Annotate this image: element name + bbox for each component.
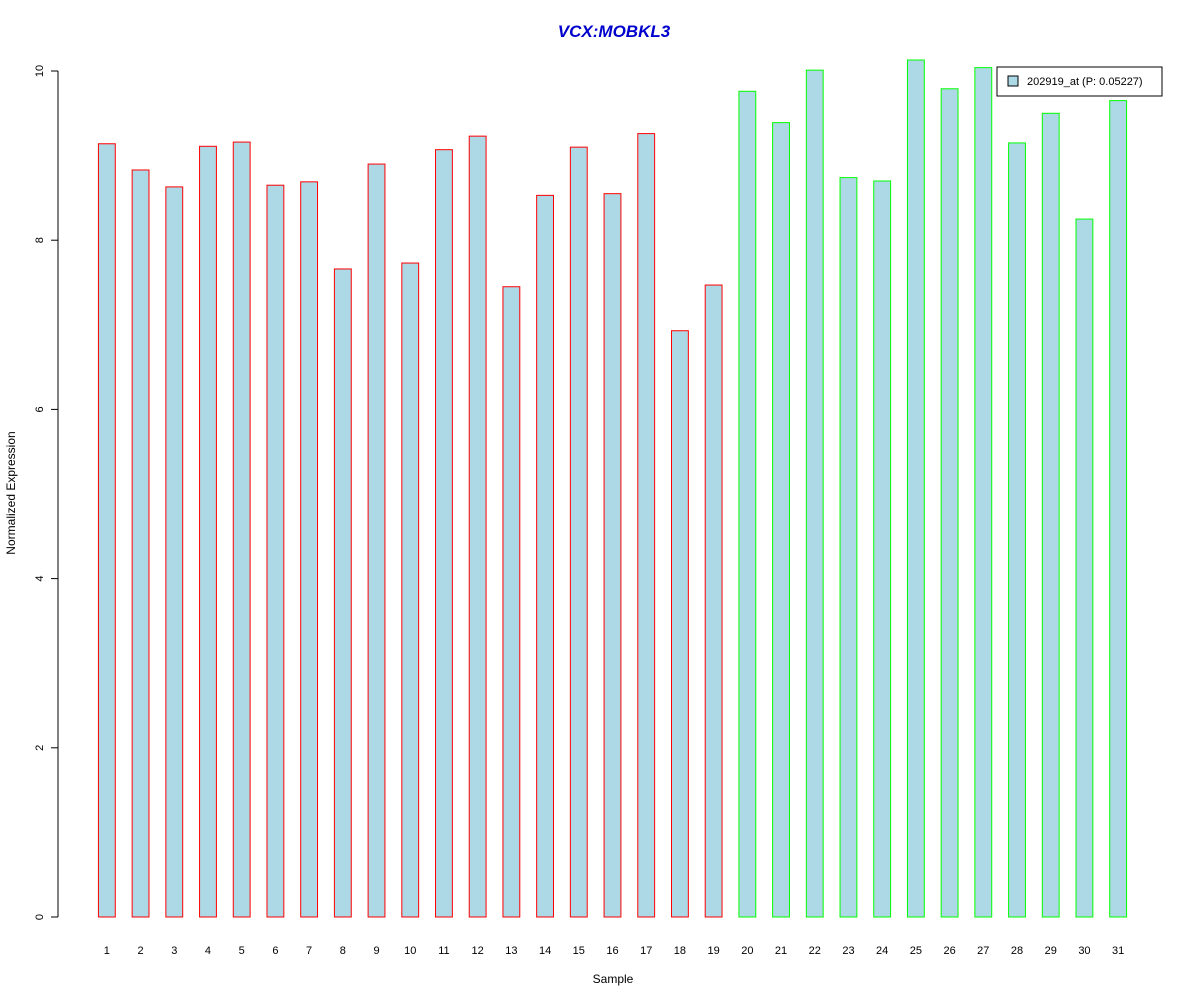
- bar-sample-23: [839, 177, 858, 918]
- legend-label: 202919_at (P: 0.05227): [1027, 76, 1143, 88]
- x-axis-tick-label: 23: [842, 945, 854, 957]
- x-axis-tick-label: 18: [674, 945, 686, 957]
- x-axis-tick-label: 4: [205, 945, 211, 957]
- bar-sample-30: [1075, 218, 1094, 918]
- legend: 202919_at (P: 0.05227): [996, 66, 1163, 97]
- y-axis-tick-label: 6: [34, 406, 46, 412]
- x-axis-tick-labels: 1 2 3 4 5 6 7 8 9 10 11 12 13 14 15 16 17 18 19 20 21 22 23 24 2…: [104, 945, 1124, 957]
- bar-sample-3: [165, 186, 184, 918]
- bar-sample-9: [367, 163, 386, 918]
- legend-box: [996, 66, 1163, 97]
- y-axis-tick-label: 10: [34, 65, 46, 77]
- bar-sample-6: [266, 184, 285, 918]
- x-axis-tick-label: 22: [809, 945, 821, 957]
- bar-sample-21: [772, 122, 790, 918]
- x-axis-tick-label: 21: [775, 945, 787, 957]
- bar-sample-13: [502, 286, 521, 918]
- x-axis-tick-label: 3: [171, 945, 177, 957]
- x-axis-tick-label: 15: [573, 945, 585, 957]
- y-axis-tick-label: 0: [34, 914, 46, 920]
- bar-sample-28: [1008, 142, 1026, 918]
- bar-sample-14: [536, 194, 555, 918]
- bar-sample-31: [1109, 100, 1128, 918]
- x-axis-tick-label: 6: [272, 945, 278, 957]
- x-axis-tick-label: 13: [505, 945, 517, 957]
- bar-sample-8: [333, 268, 352, 918]
- bar-sample-26: [940, 88, 959, 918]
- bar-sample-15: [569, 146, 588, 918]
- x-axis-tick-label: 17: [640, 945, 652, 957]
- x-axis-tick-label: 27: [977, 945, 989, 957]
- x-axis-tick-label: 25: [910, 945, 922, 957]
- x-axis-tick-label: 10: [404, 945, 416, 957]
- bar-sample-19: [704, 284, 723, 918]
- x-axis-title: Sample: [593, 972, 634, 986]
- x-axis-tick-label: 28: [1011, 945, 1023, 957]
- x-axis-tick-label: 29: [1045, 945, 1057, 957]
- x-axis-tick-label: 24: [876, 945, 888, 957]
- x-axis-tick-label: 14: [539, 945, 551, 957]
- bar-sample-10: [401, 262, 420, 918]
- chart-title: VCX:MOBKL3: [558, 22, 671, 41]
- x-axis-tick-label: 9: [373, 945, 379, 957]
- bar-sample-11: [435, 149, 453, 918]
- x-axis-tick-label: 11: [438, 945, 449, 957]
- bar-sample-7: [300, 181, 319, 918]
- x-axis-tick-label: 20: [741, 945, 753, 957]
- bar-sample-22: [805, 69, 824, 918]
- x-axis-tick-label: 19: [708, 945, 720, 957]
- y-axis-tick-label: 8: [34, 237, 46, 243]
- x-axis-tick-label: 16: [606, 945, 618, 957]
- bar-sample-20: [738, 90, 757, 918]
- x-axis-tick-label: 26: [943, 945, 955, 957]
- x-axis-tick-label: 30: [1078, 945, 1090, 957]
- y-axis-tick-label: 4: [34, 576, 46, 582]
- y-axis-title: Normalized Expression: [4, 431, 18, 554]
- bar-sample-25: [906, 59, 925, 918]
- bar-sample-4: [199, 145, 217, 918]
- bar-sample-18: [670, 330, 689, 918]
- y-axis-tick-label: 2: [34, 745, 46, 751]
- x-axis-tick-label: 5: [239, 945, 245, 957]
- legend-swatch: [1007, 75, 1019, 87]
- x-axis-tick-label: 2: [137, 945, 143, 957]
- y-axis: 0 2 4 6 8 10: [34, 65, 59, 920]
- bar-sample-24: [873, 180, 892, 918]
- bar-sample-16: [603, 193, 622, 918]
- bar-sample-2: [131, 169, 150, 918]
- bar-series: [97, 59, 1128, 918]
- x-axis-tick-label: 12: [472, 945, 484, 957]
- x-axis-tick-label: 7: [306, 945, 312, 957]
- bar-sample-1: [97, 143, 116, 918]
- bar-sample-5: [232, 141, 251, 918]
- x-axis-tick-label: 8: [340, 945, 346, 957]
- x-axis-tick-label: 31: [1112, 945, 1124, 957]
- bar-sample-29: [1041, 112, 1060, 918]
- bar-sample-12: [468, 135, 487, 918]
- bar-sample-17: [637, 133, 656, 918]
- bar-sample-27: [974, 67, 993, 918]
- x-axis-tick-label: 1: [104, 945, 110, 957]
